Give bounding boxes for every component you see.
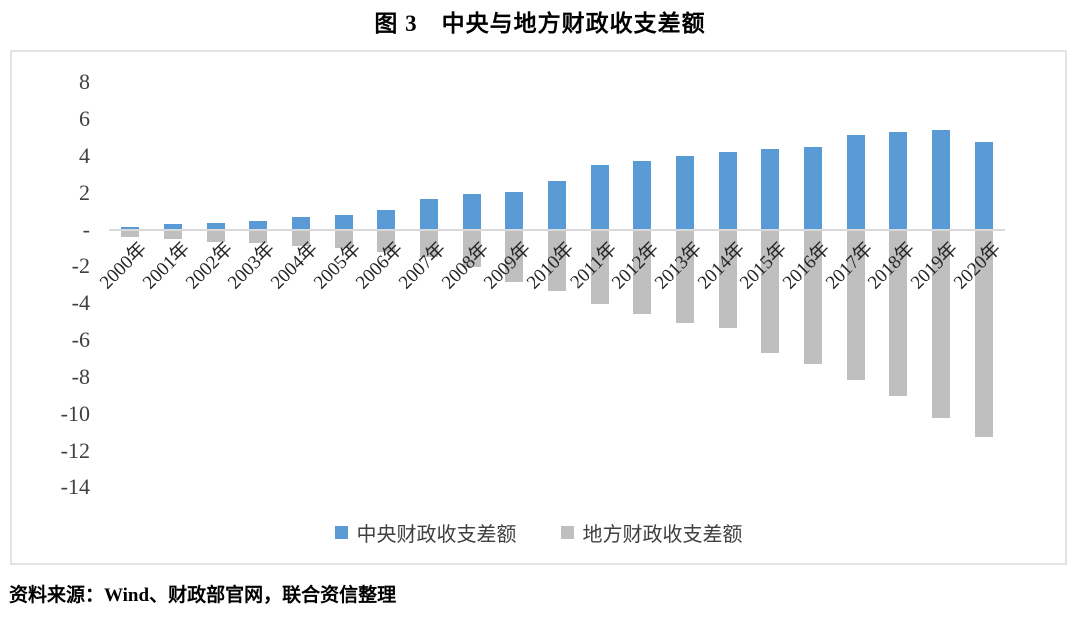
bar-central-2004年 — [292, 217, 310, 230]
bar-central-2017年 — [846, 135, 865, 230]
bar-central-2003年 — [249, 221, 268, 230]
bar-central-2011年 — [590, 165, 609, 230]
bar-central-2002年 — [206, 222, 225, 230]
bar-central-2000年 — [121, 226, 140, 230]
bar-central-2007年 — [420, 199, 438, 230]
bar-central-2015年 — [761, 149, 780, 230]
legend-swatch-local — [560, 526, 574, 539]
bar-local-2011年 — [590, 229, 609, 304]
y-tick-label: 2 — [79, 179, 90, 205]
bar-local-2002年 — [206, 229, 225, 243]
bar-local-2001年 — [164, 229, 182, 240]
bar-local-2005年 — [334, 229, 353, 248]
y-tick-label: 4 — [79, 142, 90, 168]
bar-local-2019年 — [932, 229, 950, 419]
bar-central-2013年 — [676, 156, 694, 230]
bar-local-2008年 — [462, 229, 481, 268]
bar-local-2010年 — [548, 229, 566, 291]
bar-local-2006年 — [377, 229, 396, 252]
bar-local-2000年 — [121, 229, 140, 237]
legend-label-local: 地方财政收支差额 — [582, 524, 743, 546]
y-tick-label: -4 — [71, 290, 90, 316]
bar-local-2003年 — [249, 229, 268, 244]
x-axis-zero-line — [109, 228, 1005, 231]
chart-plot-area: 8 6 4 2- -2 -4 -6 -8 -10 -12 -14 2000年 2001年 2002年 20… — [10, 50, 1067, 565]
bar-central-2008年 — [462, 193, 481, 230]
bar-local-2016年 — [804, 229, 822, 364]
bar-local-2004年 — [292, 229, 310, 246]
bar-local-2014年 — [718, 229, 737, 328]
bar-central-2014年 — [718, 152, 737, 230]
bar-central-2018年 — [889, 132, 908, 230]
bar-local-2012年 — [633, 229, 652, 315]
y-tick-label: -6 — [71, 327, 90, 353]
bar-local-2007年 — [420, 229, 438, 258]
bar-central-2001年 — [164, 224, 182, 230]
y-tick-label: -12 — [60, 437, 90, 463]
bar-local-2020年 — [974, 229, 993, 437]
bar-central-2012年 — [633, 160, 652, 230]
legend-swatch-central — [334, 526, 348, 539]
source-note: 资料来源：Wind、财政部官网，联合资信整理 — [9, 585, 397, 606]
bar-local-2018年 — [889, 229, 908, 396]
legend-label-central: 中央财政收支差额 — [356, 524, 517, 546]
legend-item-central: 中央财政收支差额 — [334, 518, 517, 547]
y-tick-label: 8 — [79, 69, 90, 95]
bar-central-2016年 — [804, 146, 822, 230]
bar-central-2006年 — [377, 210, 396, 230]
bar-local-2009年 — [505, 229, 524, 282]
bar-local-2017年 — [846, 229, 865, 380]
bar-central-2019年 — [932, 129, 950, 230]
y-tick-label: -2 — [71, 253, 90, 279]
bar-central-2010年 — [548, 180, 566, 230]
legend-item-local: 地方财政收支差额 — [560, 518, 743, 547]
chart-title: 图 3 中央与地方财政收支差额 — [374, 11, 706, 36]
bar-central-2020年 — [974, 141, 993, 230]
y-tick-label: -10 — [60, 400, 90, 426]
bar-local-2015年 — [761, 229, 780, 354]
y-tick-label: -14 — [60, 474, 90, 500]
y-tick-label: - — [82, 216, 90, 242]
bar-central-2005年 — [334, 215, 353, 230]
y-tick-label: -8 — [71, 363, 90, 389]
chart-legend: 中央财政收支差额 地方财政收支差额 — [12, 518, 1065, 547]
bar-local-2013年 — [676, 229, 694, 323]
bar-central-2009年 — [505, 191, 524, 230]
y-tick-label: 6 — [79, 105, 90, 131]
